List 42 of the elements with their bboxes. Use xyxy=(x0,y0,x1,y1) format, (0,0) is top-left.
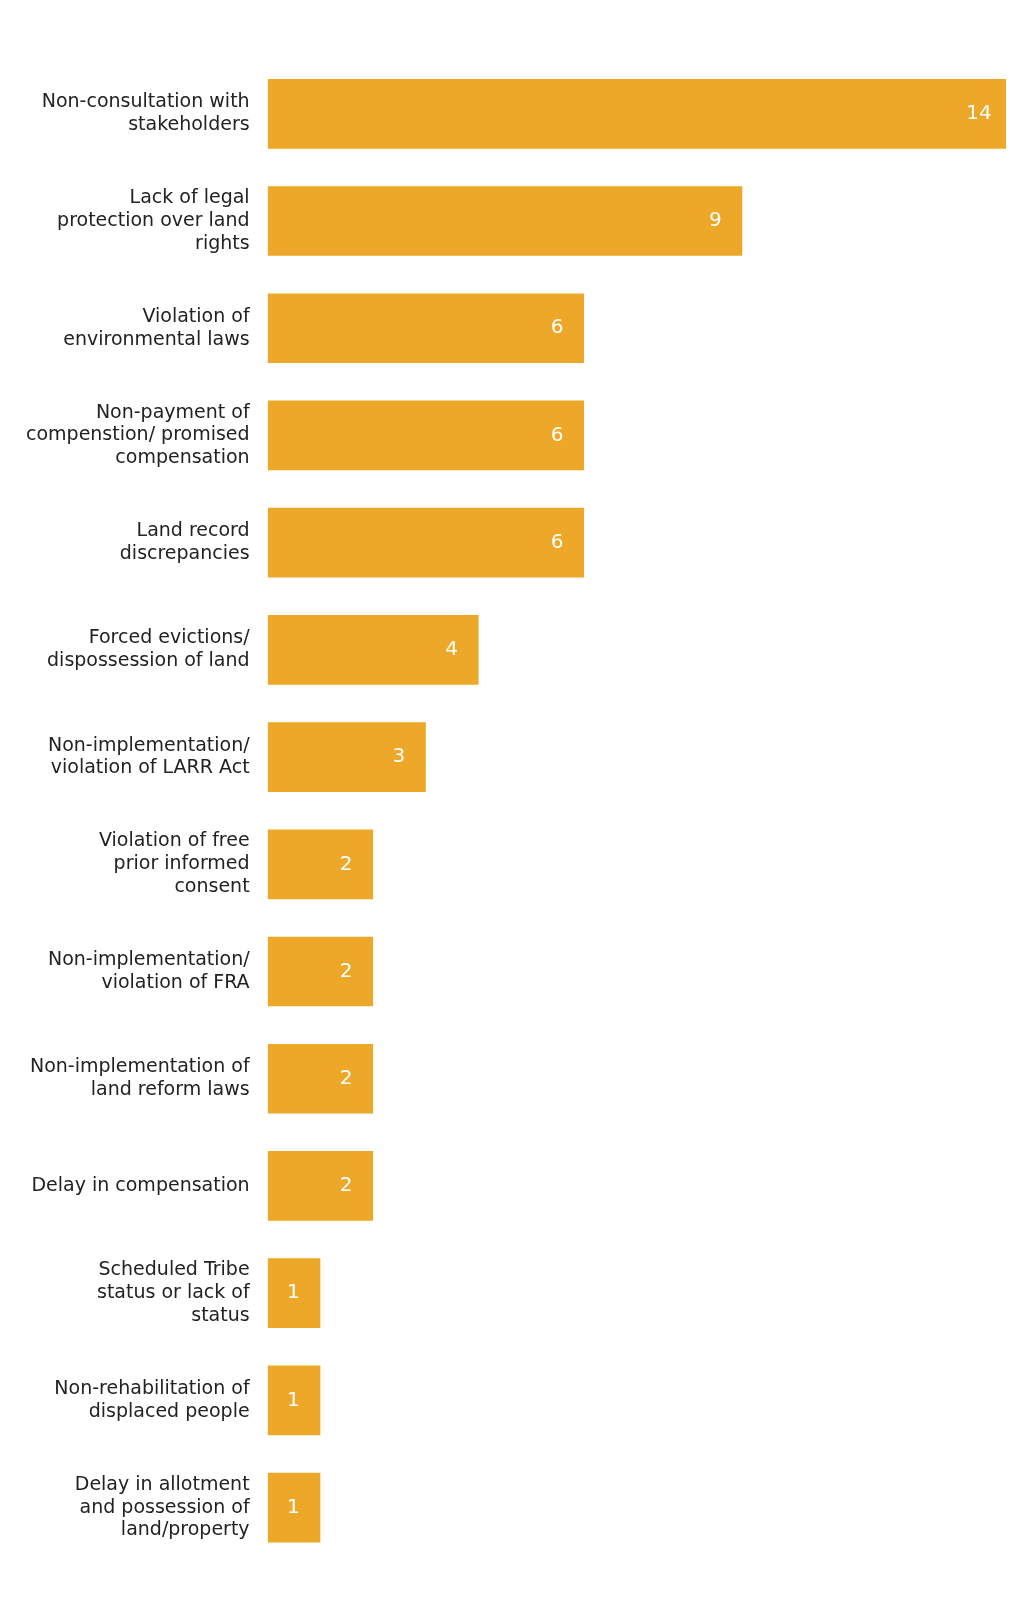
y-tick-label: Forced evictions/ dispossession of land xyxy=(47,625,251,671)
data-label: 6 xyxy=(550,528,564,553)
data-label: 6 xyxy=(550,314,564,339)
y-tick-label: Lack of legal protection over land rights xyxy=(57,185,250,253)
bar xyxy=(267,722,426,792)
y-tick-label: Delay in allotment and possession of land/property xyxy=(74,1471,251,1540)
data-label: 2 xyxy=(339,1172,353,1197)
data-label: 2 xyxy=(339,957,353,982)
y-tick-label: Delay in compensation xyxy=(31,1172,250,1195)
data-label: 9 xyxy=(708,207,722,232)
y-tick-label: Non-implementation of land reform laws xyxy=(29,1054,251,1100)
y-tick-label: Non-implementation/ violation of FRA xyxy=(47,947,251,992)
y-tick-label: Non-payment of compenstion/ promised compensation xyxy=(26,399,251,468)
data-label: 1 xyxy=(287,1279,300,1304)
data-label: 2 xyxy=(339,850,353,875)
bar xyxy=(267,400,585,471)
y-tick-label: Non-rehabilitation of displaced people xyxy=(54,1375,251,1421)
data-label: 14 xyxy=(966,100,992,125)
bar xyxy=(267,1365,321,1436)
bar xyxy=(267,1472,321,1543)
bar xyxy=(267,829,374,900)
y-tick-label: Violation of environmental laws xyxy=(63,303,251,349)
bar xyxy=(267,186,743,256)
bar xyxy=(267,507,585,578)
y-tick-label: Non-consultation with stakeholders xyxy=(41,89,250,135)
bar xyxy=(267,1151,374,1221)
bar xyxy=(267,1043,374,1114)
data-label: 2 xyxy=(339,1064,353,1089)
bar xyxy=(267,1258,321,1329)
y-tick-label: Scheduled Tribe status or lack of status xyxy=(97,1257,251,1325)
y-tick-label: Land record discrepancies xyxy=(119,518,250,563)
bar xyxy=(267,293,585,364)
y-tick-label: Non-implementation/ violation of LARR Act xyxy=(47,732,251,778)
y-tick-label: Violation of free prior informed consent xyxy=(98,828,250,897)
data-label: 1 xyxy=(287,1386,300,1411)
data-label: 1 xyxy=(287,1493,300,1518)
bar xyxy=(267,78,1006,149)
data-label: 3 xyxy=(392,743,406,768)
bar xyxy=(267,615,479,685)
bar xyxy=(267,936,374,1007)
data-label: 6 xyxy=(550,421,564,446)
data-label: 4 xyxy=(445,636,458,661)
